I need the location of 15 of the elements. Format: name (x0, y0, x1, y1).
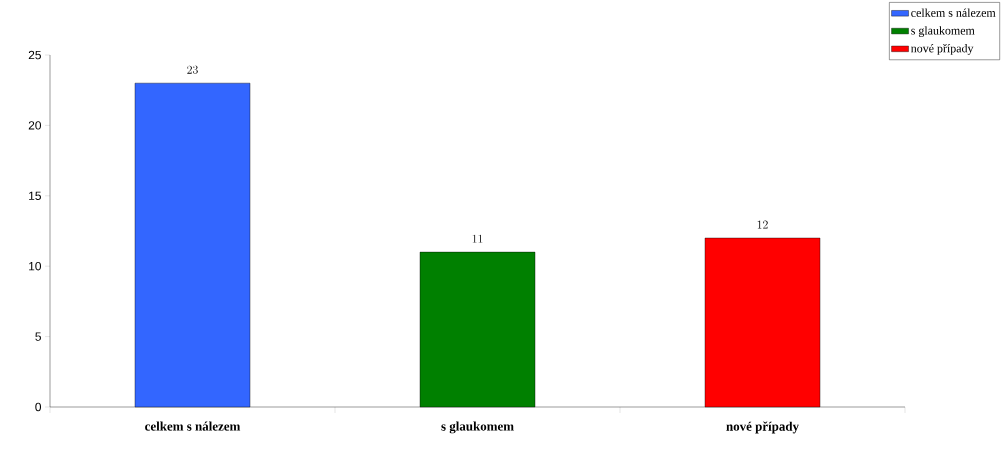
legend-label: nové případy (911, 43, 974, 55)
legend-label: celkem s nálezem (911, 8, 996, 17)
y-tick-label: 15 (29, 191, 41, 200)
data-label: 12 (757, 220, 768, 229)
legend-label: s glaukomem (911, 26, 975, 38)
x-tick-label: nové případy (726, 421, 799, 434)
data-label: 11 (472, 234, 483, 243)
x-tick-label: celkem s nálezem (145, 421, 241, 431)
data-label: 23 (187, 65, 198, 74)
y-tick-label: 5 (35, 332, 41, 341)
y-tick-label: 10 (29, 261, 42, 271)
y-tick-label: 25 (28, 50, 41, 60)
x-tick-label: s glaukomem (441, 421, 514, 434)
y-tick-label: 20 (28, 121, 42, 130)
y-tick-label: 0 (35, 402, 42, 412)
